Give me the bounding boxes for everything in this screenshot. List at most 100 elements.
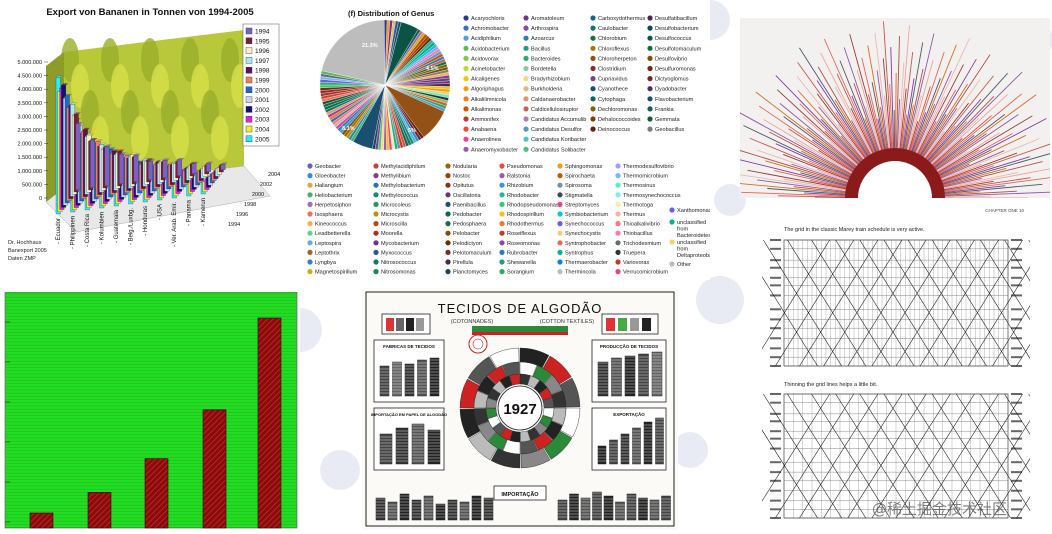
genus-legend-label: Rubrobacter	[507, 250, 538, 256]
schedule-train-line	[907, 239, 987, 367]
genus-legend-dot	[463, 116, 469, 122]
schedule-train-line	[883, 239, 963, 367]
poster-bar	[392, 361, 402, 397]
genus-legend-dot	[523, 76, 529, 82]
burst-ray	[915, 96, 946, 156]
burst-ray	[850, 107, 875, 156]
genus-legend-label: Syntrophus	[565, 250, 593, 256]
genus-legend-dot	[499, 240, 505, 246]
genus-legend-dot	[499, 192, 505, 198]
genus-legend-extra: Xanthomonas unclassified from Bacteroidetes…	[669, 207, 710, 268]
genus-legend-dot	[523, 106, 529, 112]
banana-bar	[119, 154, 124, 184]
genus-legend-label: Chloroherpeton	[598, 56, 637, 62]
burst-ray	[824, 130, 861, 166]
genus-chart-svg: (f) Distribution of Genus 21.3% 4.5% 8.1% 5…	[300, 0, 710, 280]
genus-legend-dot	[373, 173, 379, 179]
banana-legend-box	[242, 23, 280, 147]
genus-legend-label: Microcoleus	[381, 202, 411, 208]
burst-ray	[921, 54, 991, 159]
banana-x-tick-label: - Kolumbien	[100, 212, 106, 244]
banana-legend-label: 1999	[255, 78, 270, 85]
banana-legend-swatch	[245, 27, 253, 35]
poster-top-left-icon	[381, 313, 431, 335]
genus-legend-dot	[590, 96, 596, 102]
schedule-station-label	[1011, 327, 1022, 330]
genus-legend-dot	[499, 249, 505, 255]
genus-legend-dot	[523, 15, 529, 21]
burst-ray	[934, 114, 1019, 172]
schedule-station-label	[1011, 401, 1022, 404]
genus-legend-label: Geobacillus	[655, 127, 684, 133]
genus-legend-label: Caulobacter	[598, 26, 628, 32]
poster-bottom-label: IMPORTAÇÃO	[501, 491, 539, 498]
burst-ray	[942, 190, 1017, 196]
banana-legend-label: 2002	[255, 107, 270, 114]
genus-legend-label: Desulfococcus	[655, 36, 692, 42]
schedule-train-line	[895, 393, 975, 519]
genus-legend-dot	[499, 259, 505, 265]
genus-legend-dot	[557, 221, 563, 227]
burst-ray	[883, 21, 893, 151]
genus-legend-dot	[523, 45, 529, 51]
schedule-train-line	[787, 393, 867, 519]
genus-legend-label: Syntrophobacter	[565, 241, 606, 247]
genus-legend-label: Shewanella	[507, 260, 537, 266]
schedule-station-label	[770, 479, 781, 482]
banana-legend-swatch	[245, 96, 253, 103]
genus-legend-label: Nostoc	[453, 174, 471, 180]
genus-legend-label: Leadbetterella	[315, 231, 351, 237]
genus-legend-dot	[499, 201, 505, 207]
banana-x-tick-label: - Ecuador	[56, 218, 62, 244]
banana-bar	[90, 139, 95, 188]
genus-legend-label: Azoarcus	[531, 36, 555, 42]
genus-legend-dot	[557, 269, 563, 275]
banana-depth-label: 1994	[228, 222, 240, 228]
poster-donut-segment	[487, 388, 501, 401]
genus-legend-dot	[499, 211, 505, 217]
genus-distribution-chart: (f) Distribution of Genus 21.3% 4.5% 8.1% 5…	[300, 0, 710, 280]
burst-ray	[867, 94, 884, 152]
schedule-train-line	[859, 393, 939, 519]
burst-ray	[940, 143, 1050, 183]
banana-y-tick-label: 3.500.000	[18, 101, 42, 107]
genus-legend-dot	[647, 76, 653, 82]
banana-x-axis: - Ecuador - Philippinen - Costa Rica - Kolu…	[56, 198, 207, 249]
burst-ray	[769, 131, 853, 177]
schedule-train-line	[992, 305, 1030, 367]
genus-legend-label: Truepera	[623, 250, 646, 256]
burst-ray	[874, 33, 890, 151]
burst-ray	[942, 191, 1050, 197]
schedule-station-label	[1011, 276, 1022, 279]
burst-ray	[871, 82, 887, 151]
genus-legend-dot	[307, 259, 313, 265]
schedule-train-line	[799, 239, 879, 367]
burst-ray	[938, 163, 970, 179]
genus-legend-bottom: Geobacter Gloeobacter Haliangium Heliobacte…	[307, 163, 681, 276]
schedule-train-line	[968, 420, 1030, 519]
genus-legend-dot	[669, 239, 675, 245]
schedule-train-line	[763, 393, 842, 519]
banana-legend-swatch	[245, 125, 253, 133]
burst-ray	[918, 58, 977, 157]
banana-y-tick-label: 2.500.000	[18, 128, 42, 134]
genus-legend-dot	[523, 116, 529, 122]
schedule-train-line	[980, 239, 1030, 321]
banana-y-tick-label: 4.000.000	[18, 87, 42, 93]
caption-top: The grid in the classic Marey train sche…	[784, 227, 925, 233]
banana-legend-swatch	[245, 135, 253, 143]
genus-legend-dot	[557, 201, 563, 207]
genus-legend-dot	[463, 55, 469, 62]
poster-bar	[624, 355, 636, 397]
banana-bar-top	[70, 102, 78, 105]
genus-legend-label: Chlorobium	[598, 36, 627, 42]
genus-legend-label: Pelodictyon	[453, 241, 482, 247]
genus-legend-dot	[669, 207, 675, 213]
burst-ray	[756, 149, 850, 183]
genus-legend-dot	[307, 201, 313, 207]
burst-ray	[767, 188, 848, 195]
banana-texture-blob	[131, 116, 149, 160]
banana-bar-top	[75, 122, 83, 124]
genus-legend-dot	[523, 25, 529, 31]
genus-legend-label: Alkalilimnicola	[471, 97, 507, 103]
